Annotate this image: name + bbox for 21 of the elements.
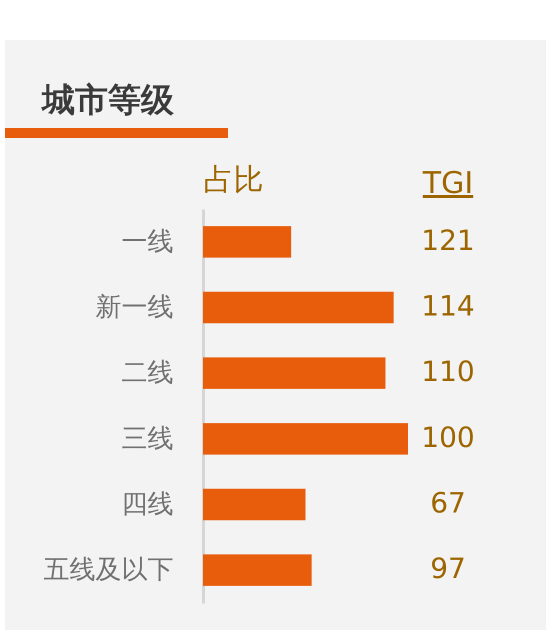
- chart-title: 城市等级: [42, 79, 174, 121]
- text: 110: [421, 355, 475, 388]
- bar: [203, 554, 312, 586]
- bar: [203, 423, 408, 455]
- bar: [203, 488, 306, 520]
- y-tick-label: 一线: [122, 226, 174, 257]
- text: 67: [430, 486, 466, 520]
- y-tick-label: 四线: [122, 490, 174, 520]
- text: TGI: [422, 166, 474, 201]
- bar: [203, 357, 386, 389]
- text: 114: [421, 290, 475, 322]
- y-tick-label: 三线: [122, 424, 174, 454]
- y-tick-label: 二线: [122, 358, 174, 388]
- y-tick-label: 新一线: [96, 292, 174, 322]
- bar: [203, 292, 394, 324]
- x-axis-title: 占比: [204, 162, 264, 198]
- text: 97: [430, 552, 466, 586]
- text: 121: [421, 224, 475, 257]
- text: 100: [421, 420, 475, 454]
- y-tick-label: 五线及以下: [44, 555, 174, 586]
- bar: [203, 226, 292, 258]
